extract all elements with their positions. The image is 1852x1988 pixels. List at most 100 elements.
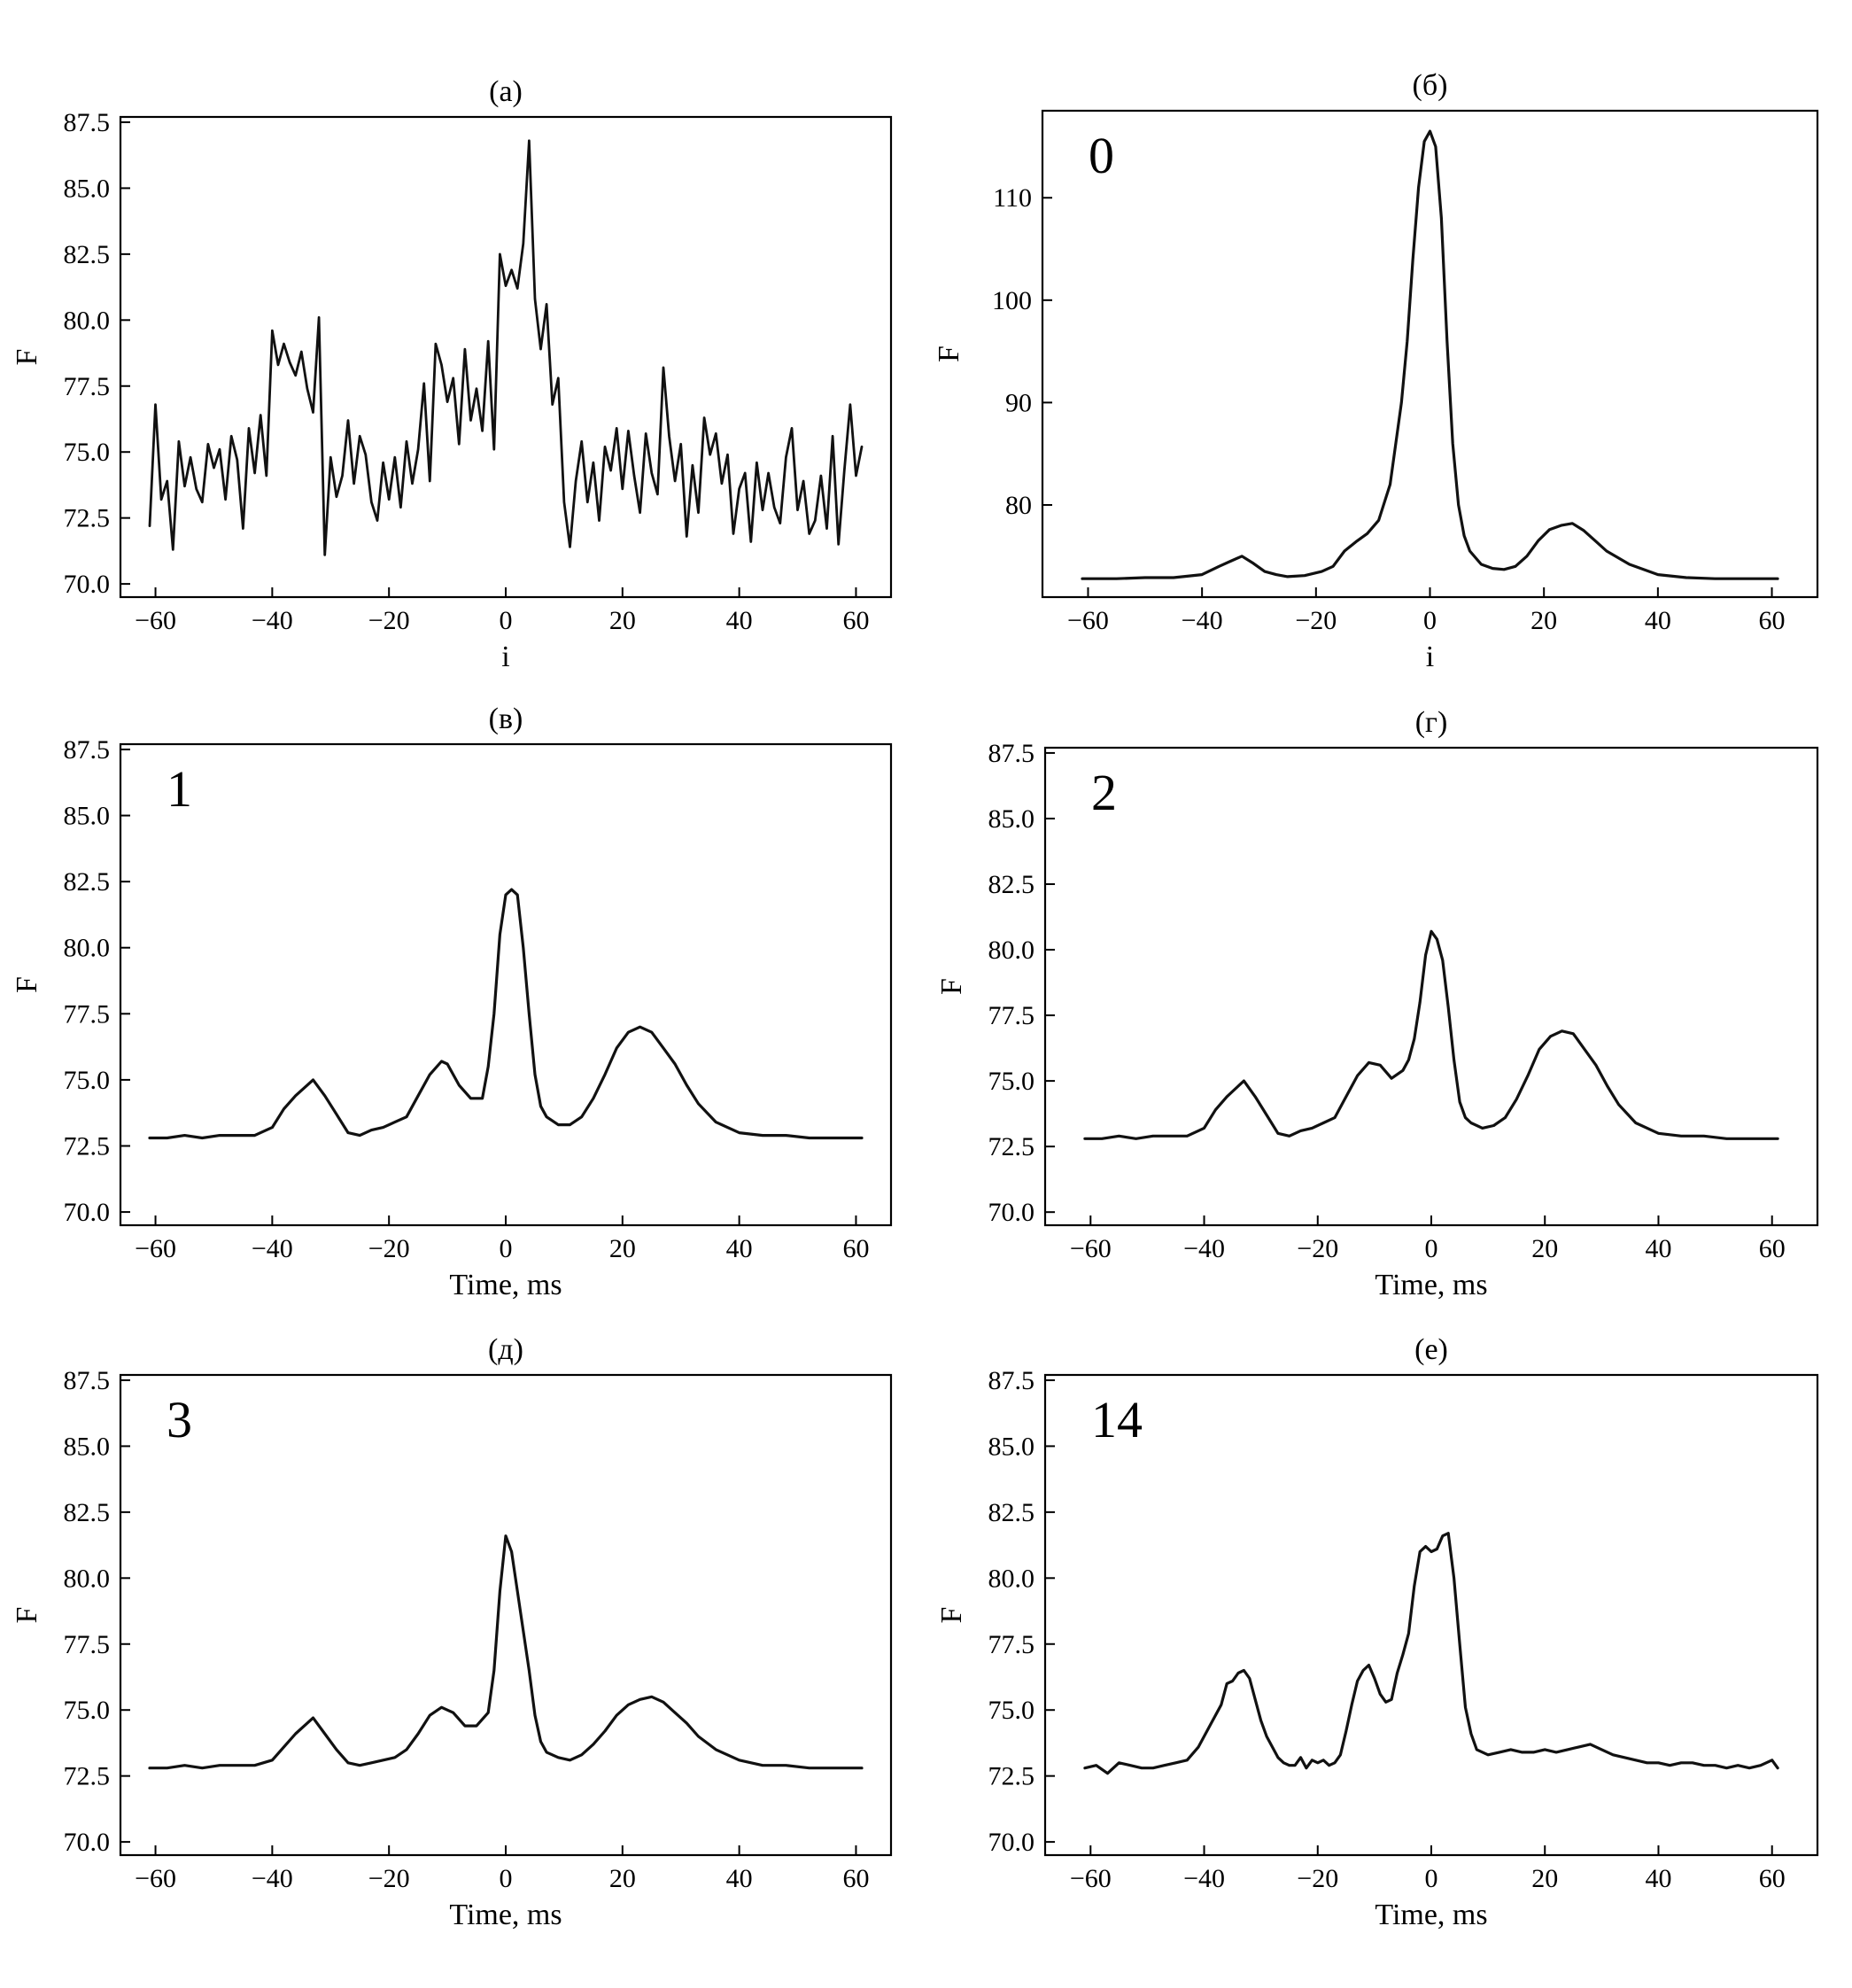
y-axis-label: F (11, 976, 43, 993)
y-tick-label: 77.5 (64, 1630, 111, 1659)
y-tick-label: 80.0 (988, 936, 1035, 965)
series-line (1083, 929, 1779, 1140)
y-tick-label: 75.0 (64, 1696, 111, 1725)
y-tick-label: 87.5 (988, 739, 1035, 768)
panel-title: (б) (1413, 69, 1448, 102)
panel-b: (б) 0 −60 −40 −20 0 20 40 60 80 90 100 110 i F (933, 69, 1819, 673)
y-axis-label: F (933, 346, 965, 362)
axes-frame (119, 1373, 893, 1857)
series-line (148, 888, 864, 1140)
x-tick-label: −40 (1183, 1234, 1225, 1263)
y-tick-label: 75.0 (988, 1067, 1035, 1096)
x-tick-label: 60 (1759, 1864, 1786, 1893)
y-tick-label: 70.0 (64, 570, 111, 599)
x-axis-label: i (501, 641, 509, 673)
x-tick-label: −20 (368, 1234, 410, 1263)
y-tick-label: 85.0 (64, 1432, 111, 1461)
x-tick-label: 0 (500, 1864, 513, 1893)
panel-number: 0 (1089, 127, 1114, 184)
x-axis-label: Time, ms (449, 1899, 562, 1931)
panel-number: 3 (167, 1391, 192, 1448)
y-axis-label: F (935, 1607, 968, 1624)
y-tick-label: 82.5 (64, 240, 111, 269)
x-tick-label: 60 (842, 1234, 869, 1263)
axes-frame (1043, 746, 1819, 1227)
x-tick-label: 20 (609, 1234, 636, 1263)
y-tick-label: 70.0 (64, 1198, 111, 1227)
x-tick-label: −60 (135, 606, 176, 635)
x-axis-label: Time, ms (1375, 1269, 1487, 1301)
y-tick-label: 72.5 (988, 1762, 1035, 1791)
y-tick-label: 82.5 (64, 1498, 111, 1527)
x-tick-label: −60 (1070, 1234, 1112, 1263)
y-tick-label: 75.0 (988, 1696, 1035, 1725)
x-tick-label: 40 (1645, 606, 1671, 635)
y-tick-label: 110 (993, 183, 1032, 213)
x-tick-label: −60 (135, 1864, 176, 1893)
x-tick-label: −40 (1182, 606, 1223, 635)
x-tick-label: 0 (500, 1234, 513, 1263)
x-tick-label: −20 (368, 606, 410, 635)
series-line (1083, 1532, 1779, 1775)
axes-frame (119, 115, 893, 599)
y-tick-label: 87.5 (64, 1366, 111, 1395)
x-tick-label: −40 (1183, 1864, 1225, 1893)
panel-title: (г) (1415, 706, 1448, 739)
panel-a: (а) −60 −40 −20 0 20 40 60 70.0 72.5 75.0 77.5 80.0 8… (11, 75, 893, 673)
x-tick-label: 60 (842, 1864, 869, 1893)
x-tick-label: 0 (1425, 1234, 1438, 1263)
axes-frame (119, 742, 893, 1227)
x-tick-label: −60 (1067, 606, 1109, 635)
y-axis-label: F (11, 349, 43, 366)
panel-number: 2 (1091, 764, 1117, 821)
y-tick-label: 87.5 (64, 735, 111, 765)
x-axis-label: Time, ms (449, 1269, 562, 1301)
x-tick-label: 0 (500, 606, 513, 635)
x-tick-label: 20 (1530, 606, 1557, 635)
panel-e: (е) 14 −60 −40 −20 0 20 40 60 70.0 72.5 75.0 77.5 80.… (935, 1333, 1819, 1931)
y-tick-label: 80 (1005, 491, 1032, 520)
y-tick-label: 75.0 (64, 1066, 111, 1095)
y-tick-label: 85.0 (64, 802, 111, 831)
panel-number: 14 (1091, 1391, 1143, 1448)
x-axis-label: i (1426, 641, 1434, 673)
panel-title: (в) (489, 703, 523, 735)
x-tick-label: 0 (1423, 606, 1437, 635)
y-tick-label: 77.5 (64, 372, 111, 401)
x-tick-label: 40 (1645, 1864, 1671, 1893)
y-tick-label: 75.0 (64, 438, 111, 467)
y-tick-label: 90 (1005, 388, 1032, 417)
y-axis-label: F (11, 1607, 43, 1624)
x-tick-label: 60 (1759, 606, 1786, 635)
x-tick-label: −20 (1297, 1234, 1338, 1263)
y-tick-label: 80.0 (64, 934, 111, 963)
y-tick-label: 72.5 (64, 1762, 111, 1791)
y-tick-label: 77.5 (64, 999, 111, 1029)
series-line (148, 139, 864, 556)
x-tick-label: 20 (609, 606, 636, 635)
series-line (148, 1534, 864, 1770)
x-tick-label: −40 (252, 606, 293, 635)
y-axis-label: F (935, 978, 968, 995)
y-tick-label: 87.5 (988, 1366, 1035, 1395)
x-tick-label: 20 (1531, 1864, 1558, 1893)
x-tick-label: 20 (1531, 1234, 1558, 1263)
x-tick-label: −20 (368, 1864, 410, 1893)
x-tick-label: 40 (726, 1864, 753, 1893)
y-tick-label: 77.5 (988, 1001, 1035, 1030)
panel-v: (в) 1 −60 −40 −20 0 20 40 60 70.0 72.5 75.0 77.5 80.0… (11, 703, 893, 1301)
panel-g: (г) 2 −60 −40 −20 0 20 40 60 70.0 72.5 75.0 77.5 80.0… (935, 706, 1819, 1301)
y-tick-label: 82.5 (988, 870, 1035, 899)
panel-number: 1 (167, 760, 192, 818)
y-tick-label: 77.5 (988, 1630, 1035, 1659)
series-line (1081, 129, 1779, 580)
x-tick-label: 60 (1759, 1234, 1786, 1263)
y-tick-label: 100 (992, 286, 1032, 315)
y-tick-label: 85.0 (988, 804, 1035, 834)
y-tick-label: 72.5 (64, 1131, 111, 1161)
y-tick-label: 72.5 (64, 504, 111, 533)
y-tick-label: 85.0 (64, 174, 111, 203)
x-tick-label: −60 (135, 1234, 176, 1263)
axes-frame (1043, 1373, 1819, 1857)
